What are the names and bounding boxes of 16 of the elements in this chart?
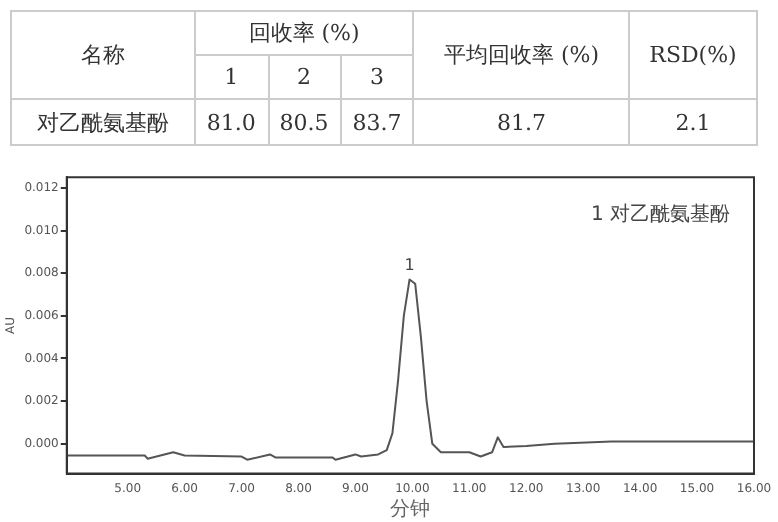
text: 81.0 <box>194 99 269 145</box>
text: 对乙酰氨基酚 <box>11 99 195 145</box>
text: 81.7 <box>413 99 630 145</box>
text: 名称 <box>11 11 195 99</box>
text: 2 <box>268 55 340 99</box>
annotation: 1 对乙酰氨基酚 <box>590 202 730 227</box>
text: RSD(%) <box>629 11 757 99</box>
text: 1 <box>194 55 269 99</box>
text: 平均回收率 (%) <box>413 11 630 99</box>
text: 2.1 <box>629 99 757 145</box>
text: 3 <box>340 55 414 99</box>
x-axis-title: 分钟 <box>390 497 431 522</box>
text: 80.5 <box>268 99 340 145</box>
text: 回收率 (%) <box>194 11 414 55</box>
text: 83.7 <box>340 99 414 145</box>
annotation: 1 <box>404 255 415 274</box>
